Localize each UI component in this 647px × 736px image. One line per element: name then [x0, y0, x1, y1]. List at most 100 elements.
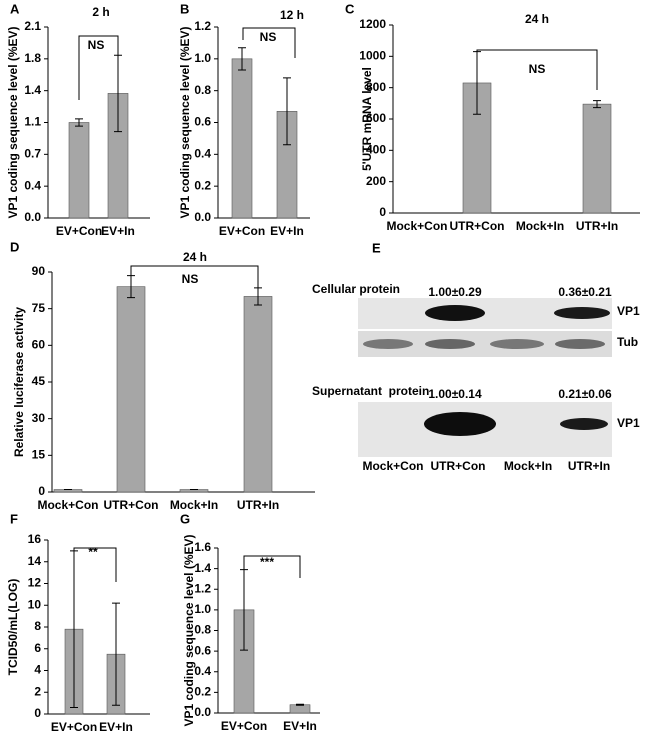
y-tick-label: 12: [28, 576, 42, 590]
y-tick-label: 1.0: [194, 602, 211, 616]
panel-label: E: [372, 240, 381, 255]
y-tick-label: 0.0: [194, 705, 211, 719]
blot-row-label: Tub: [617, 335, 638, 349]
lane-label: UTR+In: [568, 459, 610, 473]
bar: [462, 82, 492, 214]
error-bar: [283, 77, 291, 146]
y-tick-label: 0: [38, 484, 45, 498]
y-tick-label: 0.4: [24, 178, 41, 192]
error-bar: [70, 550, 78, 708]
error-bar: [296, 703, 304, 706]
panel-label: A: [10, 1, 20, 16]
panel-label: B: [180, 1, 189, 16]
panel-label: C: [345, 1, 355, 16]
y-axis-label: VP1 coding sequence level (%EV): [182, 534, 196, 726]
x-tick-label: Mock+Con: [37, 498, 98, 512]
band: [555, 339, 605, 349]
y-tick-label: 4: [34, 663, 41, 677]
bar: [243, 296, 273, 493]
error-bar: [593, 100, 601, 109]
y-tick-label: 800: [366, 80, 386, 94]
y-tick-label: 600: [366, 111, 386, 125]
y-tick-label: 0.7: [24, 147, 41, 161]
y-tick-label: 90: [32, 264, 46, 278]
significance-bracket: [242, 27, 296, 58]
chart-title: 24 h: [183, 250, 207, 264]
blot-quantity: 1.00±0.29: [428, 285, 482, 299]
y-tick-label: 1000: [359, 49, 386, 63]
y-tick-label: 8: [34, 619, 41, 633]
blot-row-label: VP1: [617, 304, 640, 318]
error-bar: [238, 47, 246, 71]
y-tick-label: 0.8: [194, 83, 211, 97]
x-tick-label: Mock+Con: [386, 219, 447, 233]
y-tick-label: 1.1: [24, 115, 41, 129]
y-axis-label: TCID50/mL(LOG): [6, 579, 20, 676]
band: [425, 339, 475, 349]
y-tick-label: 6: [34, 641, 41, 655]
y-tick-label: 0.0: [194, 210, 211, 224]
y-tick-label: 1.4: [24, 83, 41, 97]
y-tick-label: 0.8: [194, 623, 211, 637]
lane-label: Mock+In: [504, 459, 552, 473]
y-axis-label: Relative luciferase activity: [12, 307, 26, 457]
band: [425, 305, 485, 321]
x-tick-label: Mock+In: [170, 498, 218, 512]
y-tick-label: 45: [32, 374, 46, 388]
error-bar: [114, 54, 122, 133]
y-tick-label: 1.2: [194, 581, 211, 595]
blot-panel: E Cellular protein 1.00±0.29 0.36±0.21 V…: [312, 240, 640, 473]
blot-quantity: 1.00±0.14: [428, 387, 482, 401]
y-tick-label: 1.0: [194, 51, 211, 65]
x-tick-label: EV+Con: [219, 224, 265, 238]
x-tick-label: EV+In: [283, 719, 317, 733]
y-axis-label: 5'UTR mRNA level: [360, 67, 374, 171]
blot-section-title: Supernatant protein: [312, 384, 429, 398]
annotation: NS: [88, 38, 105, 52]
x-tick-label: UTR+Con: [104, 498, 159, 512]
annotation: NS: [182, 272, 199, 286]
x-tick-label: EV+In: [99, 720, 133, 734]
y-tick-label: 60: [32, 338, 46, 352]
y-tick-label: 0: [34, 706, 41, 720]
x-tick-label: EV+Con: [51, 720, 97, 734]
y-tick-label: 0: [379, 205, 386, 219]
y-tick-label: 0.2: [194, 685, 211, 699]
y-tick-label: 0.0: [24, 210, 41, 224]
y-tick-label: 400: [366, 143, 386, 157]
y-tick-label: 1.8: [24, 51, 41, 65]
error-bar: [127, 275, 135, 299]
y-axis-label: VP1 coding sequence level (%EV): [178, 26, 192, 218]
bar: [231, 58, 253, 219]
y-tick-label: 16: [28, 532, 42, 546]
y-tick-label: 1.6: [194, 540, 211, 554]
annotation: ***: [260, 555, 274, 569]
bar: [289, 704, 311, 714]
y-tick-label: 1200: [359, 17, 386, 31]
y-tick-label: 1.4: [194, 561, 211, 575]
band: [490, 339, 544, 349]
bar: [116, 286, 146, 493]
x-tick-label: EV+Con: [56, 224, 102, 238]
band: [424, 412, 496, 436]
y-tick-label: 200: [366, 174, 386, 188]
panel-label: G: [180, 511, 190, 526]
y-tick-label: 0.4: [194, 147, 211, 161]
x-tick-label: Mock+In: [516, 219, 564, 233]
y-tick-label: 2: [34, 684, 41, 698]
lane-label: Mock+Con: [362, 459, 423, 473]
y-tick-label: 14: [28, 554, 42, 568]
blot-section-title: Cellular protein: [312, 282, 400, 296]
bar: [68, 122, 90, 219]
lane-label: UTR+Con: [431, 459, 486, 473]
significance-bracket: [78, 35, 119, 100]
blot-quantity: 0.36±0.21: [558, 285, 612, 299]
band: [554, 307, 610, 319]
x-tick-label: EV+Con: [221, 719, 267, 733]
y-tick-label: 0.6: [194, 115, 211, 129]
y-tick-label: 15: [32, 448, 46, 462]
y-tick-label: 1.2: [194, 19, 211, 33]
panel-label: D: [10, 239, 19, 254]
y-tick-label: 2.1: [24, 19, 41, 33]
significance-bracket: [243, 555, 301, 578]
